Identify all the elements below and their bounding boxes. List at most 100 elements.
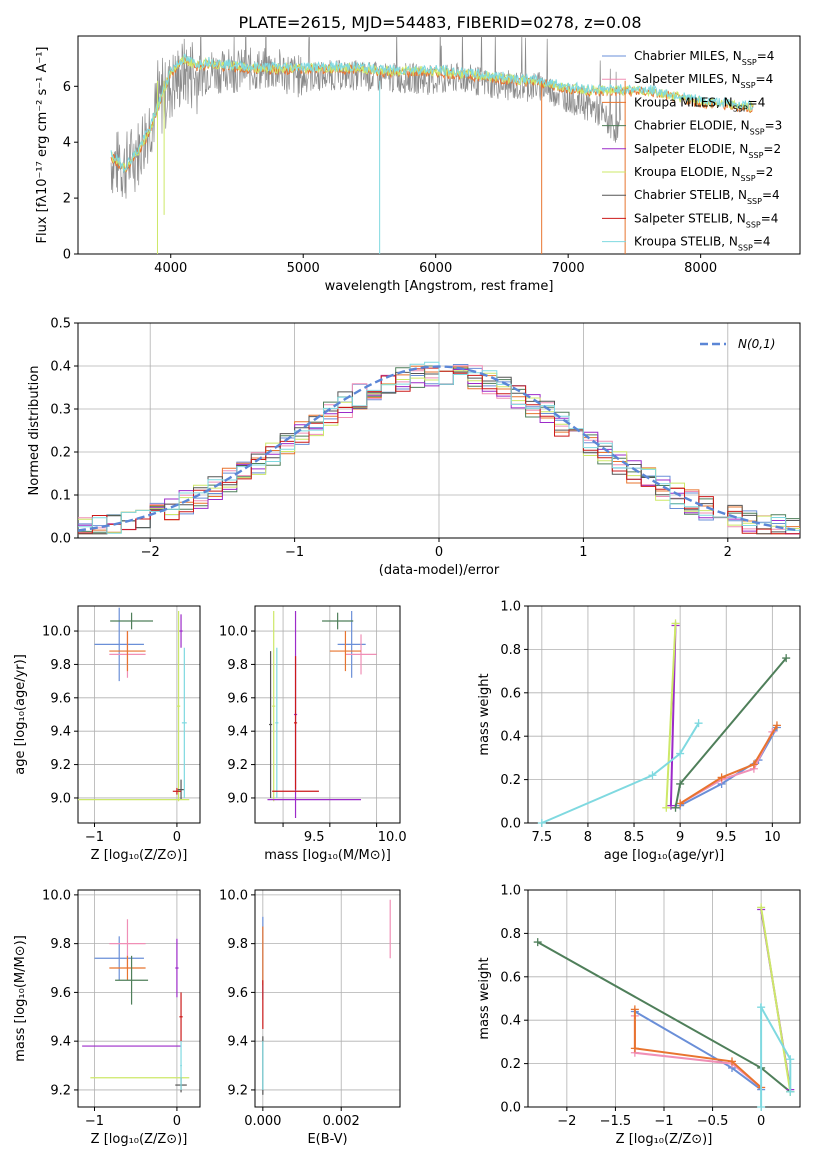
y-tick-label: 10.0: [219, 625, 248, 640]
x-axis-label: Z [log₁₀(Z/Z⊙)]: [91, 1132, 188, 1147]
legend-label: Chabrier STELIB, NSSP=4: [634, 188, 780, 206]
y-tick-label: 9.4: [50, 725, 71, 740]
weight-point: [671, 803, 680, 812]
y-tick-label: 0.0: [500, 817, 521, 832]
y-tick-label: 0: [63, 248, 71, 263]
model-spectrum-8: [110, 53, 754, 174]
panel-mass-weight-vs-Z: −2 −1.5 −1 −0.5 0 0.0 0.2 0.4 0.6 0.8 1.0 Z [log₁₀(…: [477, 884, 801, 1147]
axes-frame: [77, 889, 201, 1108]
x-axis-label: mass [log₁₀(M/M⊙)]: [264, 848, 391, 863]
weight-point: [772, 721, 781, 730]
x-tick-label: 0: [757, 1114, 765, 1129]
weight-point: [676, 779, 685, 788]
y-tick-label: 9.0: [227, 791, 248, 806]
errorbars: [82, 919, 190, 1093]
y-tick-label: 1.0: [500, 884, 521, 899]
panel-age-vs-Z: −1 0 9.0 9.2 9.4 9.6 9.8 10.0 Z [log₁₀(Z/Z⊙)] age…: [13, 605, 201, 863]
x-tick-label: −1: [85, 830, 104, 845]
x-tick-label: 5000: [287, 261, 320, 276]
y-tick-label: 4: [63, 136, 71, 151]
y-tick-label: 9.2: [50, 1083, 71, 1098]
y-tick-label: 9.2: [227, 1083, 248, 1098]
weight-point: [676, 799, 685, 808]
legend-label: Salpeter ELODIE, NSSP=2: [634, 142, 781, 160]
axes-frame: [254, 889, 401, 1108]
x-tick-label: 0: [435, 545, 443, 560]
y-tick-label: 9.2: [50, 758, 71, 773]
weight-point: [666, 801, 675, 810]
weight-point: [533, 938, 542, 947]
weight-line-5: [760, 907, 792, 1092]
y-tick-label: 10.0: [219, 888, 248, 903]
weight-line-5: [665, 623, 677, 808]
legend-label: Chabrier MILES, NSSP=4: [634, 49, 774, 67]
legend-label: Kroupa STELIB, NSSP=4: [634, 235, 771, 253]
normal-curve: [78, 365, 800, 532]
y-tick-label: 9.8: [227, 658, 248, 673]
x-axis-label: Z [log₁₀(Z/Z⊙)]: [91, 848, 188, 863]
x-tick-label: 9: [676, 830, 684, 845]
spectrum-legend: Chabrier MILES, NSSP=4 Salpeter MILES, NS…: [602, 49, 782, 252]
x-tick-label: 4000: [154, 261, 187, 276]
y-tick-label: 6: [63, 80, 71, 95]
x-tick-label: 7.5: [531, 830, 552, 845]
weight-point: [537, 819, 546, 827]
x-tick-label: 8000: [684, 261, 717, 276]
panel-mass-vs-Z: −1 0 9.2 9.4 9.6 9.8 10.0 Z [log₁₀(Z/Z⊙)] mass […: [13, 888, 201, 1147]
y-tick-label: 0.2: [500, 773, 521, 788]
y-tick-label: 9.8: [227, 937, 248, 952]
x-tick-label: −1: [654, 1114, 673, 1129]
x-tick-label: 10: [764, 830, 781, 845]
legend-label: Kroupa ELODIE, NSSP=2: [634, 165, 773, 183]
weight-point: [676, 749, 685, 758]
x-tick-label: 0: [173, 830, 181, 845]
y-tick-label: 2: [63, 192, 71, 207]
axes-frame: [77, 322, 801, 539]
panel-spectrum: 4000 5000 6000 7000 8000 0 2 4 6 wavelength [Angs…: [35, 35, 801, 294]
y-axis-label: Normed distribution: [27, 366, 42, 496]
y-tick-label: 0.4: [500, 1014, 521, 1029]
axes-frame: [527, 605, 801, 824]
x-tick-label: 7000: [552, 261, 585, 276]
y-tick-label: 0.8: [500, 643, 521, 658]
y-tick-label: 9.8: [50, 937, 71, 952]
weight-point: [782, 654, 791, 663]
x-tick-label: −1: [85, 1114, 104, 1129]
model-spectrum-2: [110, 57, 754, 173]
y-tick-label: 0.4: [500, 730, 521, 745]
y-tick-label: 9.6: [50, 986, 71, 1001]
x-tick-label: −2: [141, 545, 160, 560]
weight-line-2: [633, 1009, 762, 1089]
observed-spectrum: [110, 36, 622, 199]
y-tick-label: 1.0: [500, 600, 521, 615]
axes-frame: [77, 605, 201, 824]
weight-point: [648, 771, 657, 780]
x-tick-label: −2: [557, 1114, 576, 1129]
weight-point: [671, 619, 680, 628]
spectrum-traces: [110, 36, 754, 254]
panel-histogram: −2 −1 0 1 2 0.0 0.1 0.2 0.3 0.4 0.5 (data-model)/er…: [27, 317, 801, 578]
y-tick-label: 10.0: [42, 625, 71, 640]
legend-label: N(0,1): [738, 337, 775, 351]
y-axis-label: Flux [fλ10⁻¹⁷ erg cm⁻² s⁻¹ A⁻¹]: [35, 47, 50, 244]
x-axis-label: Z [log₁₀(Z/Z⊙)]: [616, 1132, 713, 1147]
y-axis-label: mass weight: [477, 957, 492, 1039]
y-tick-label: 9.8: [50, 658, 71, 673]
x-tick-label: −1.5: [600, 1114, 632, 1129]
y-tick-label: 0.0: [500, 1101, 521, 1116]
y-axis-label: mass weight: [477, 673, 492, 755]
weight-point: [786, 1087, 795, 1096]
y-tick-label: 9.4: [50, 1035, 71, 1050]
weight-line-2: [679, 724, 778, 805]
x-tick-label: 9.5: [304, 830, 325, 845]
y-tick-label: 0.4: [50, 360, 71, 375]
legend-label: Kroupa MILES, NSSP=4: [634, 95, 765, 113]
histogram-bars: [78, 361, 800, 535]
legend-label: Salpeter STELIB, NSSP=4: [634, 211, 778, 229]
weight-point: [694, 719, 703, 728]
x-tick-label: 2: [724, 545, 732, 560]
panel-mass-vs-E(B-V): 0.000 0.002 9.2 9.4 9.6 9.8 10.0 E(B-V): [219, 888, 401, 1147]
y-tick-label: 9.2: [227, 758, 248, 773]
y-tick-label: 9.4: [227, 725, 248, 740]
